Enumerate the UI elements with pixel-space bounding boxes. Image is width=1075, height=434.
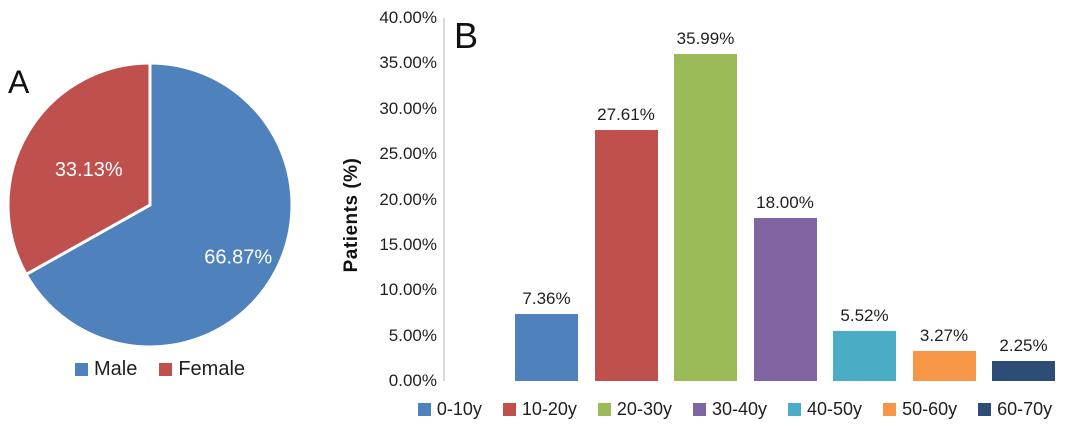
bar-40-50y	[833, 330, 896, 381]
legend-label: 60-70y	[997, 399, 1053, 419]
legend-label: 30-40y	[711, 399, 768, 419]
bar-60-70y	[992, 360, 1055, 381]
y-tick-label: 25.00%	[379, 144, 437, 164]
legend-swatch-icon	[883, 403, 897, 416]
bar-value-label-60-70y: 2.25%	[999, 335, 1048, 355]
panel-b-label: B	[454, 15, 479, 56]
legend-swatch-icon	[159, 363, 173, 376]
pie-legend-item-female: Female	[159, 358, 245, 381]
y-tick-label: 5.00%	[388, 325, 437, 345]
y-tick-label: 35.00%	[379, 53, 437, 73]
y-axis-title: Patients (%)	[341, 157, 362, 273]
pie-slice-male	[24, 61, 294, 349]
legend-label: 40-50y	[807, 399, 863, 419]
pie-slice-label-male: 66.87%	[204, 247, 272, 269]
panel-a-label: A	[8, 64, 30, 100]
legend-swatch-icon	[74, 363, 88, 376]
bar-value-label-30-40y: 18.00%	[756, 192, 814, 212]
bar-value-label-10-20y: 27.61%	[597, 105, 655, 125]
bar-legend-item-20-30y: 20-30y	[597, 399, 672, 420]
bar-legend-item-30-40y: 30-40y	[692, 399, 768, 420]
legend-swatch-icon	[978, 403, 992, 416]
y-tick-label: 15.00%	[379, 234, 437, 254]
legend-swatch-icon	[788, 403, 802, 416]
legend-label: 0-10y	[436, 399, 482, 419]
bar-20-30y	[674, 54, 737, 381]
y-tick-label: 40.00%	[379, 8, 437, 27]
legend-label: Female	[178, 358, 246, 380]
pie-legend-item-male: Male	[74, 358, 138, 381]
bar-value-label-20-30y: 35.99%	[676, 29, 735, 49]
bar-10-20y	[594, 130, 658, 381]
legend-swatch-icon	[692, 403, 706, 416]
bar-legend-item-50-60y: 50-60y	[883, 399, 957, 420]
y-tick-label: 20.00%	[379, 189, 437, 209]
y-tick-label: 10.00%	[379, 280, 437, 300]
legend-label: 10-20y	[521, 399, 577, 419]
legend-swatch-icon	[597, 403, 611, 416]
pie-slice-female	[6, 61, 152, 276]
bar-30-40y	[753, 217, 817, 381]
bar-legend-item-60-70y: 60-70y	[978, 399, 1052, 420]
bar-value-label-0-10y: 7.36%	[522, 289, 571, 309]
pie-slice-label-female: 33.13%	[55, 159, 123, 181]
legend-swatch-icon	[417, 403, 431, 416]
legend-swatch-icon	[502, 403, 516, 416]
bar-legend: 0-10y 10-20y 20-30y 30-40y 40-50y 50-60y 60-70…	[410, 399, 1060, 420]
bar-value-label-40-50y: 5.52%	[840, 305, 889, 325]
pie-legend: Male Female	[0, 358, 320, 381]
legend-label: Male	[93, 358, 138, 380]
legend-label: 50-60y	[902, 399, 958, 419]
bar-0-10y	[515, 314, 578, 381]
y-axis-line	[443, 18, 445, 381]
bar-value-label-50-60y: 3.27%	[919, 326, 969, 346]
legend-label: 20-30y	[616, 399, 672, 419]
pie-chart: 66.87% 33.13%	[6, 61, 294, 349]
bar-legend-item-40-50y: 40-50y	[788, 399, 862, 420]
y-tick-label: 30.00%	[379, 98, 437, 118]
bar-legend-item-10-20y: 10-20y	[502, 399, 577, 420]
bar-legend-item-0-10y: 0-10y	[417, 399, 482, 420]
y-tick-label: 0.00%	[388, 371, 437, 390]
bar-50-60y	[912, 351, 976, 381]
